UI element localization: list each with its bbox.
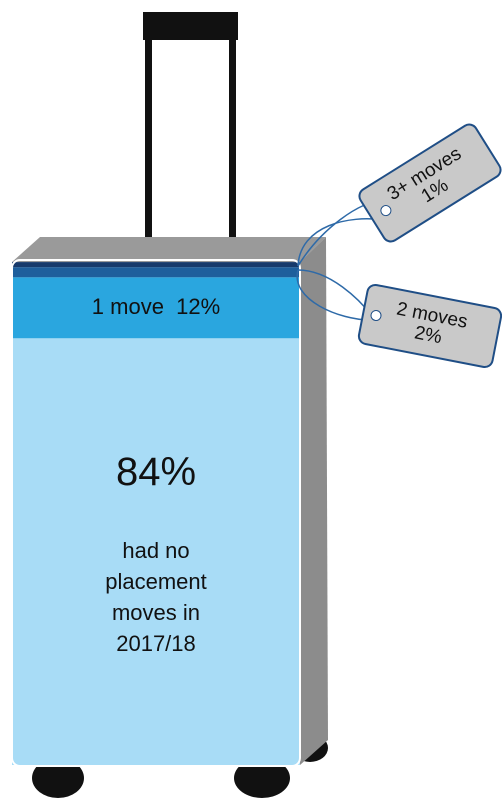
handle-grip (143, 12, 238, 40)
segment (12, 267, 300, 278)
segment (12, 277, 300, 339)
tag-hole (380, 205, 392, 217)
handle-pole (145, 40, 152, 240)
tag (357, 283, 502, 369)
suitcase-top (12, 237, 326, 262)
segment-name: 1 move (91, 294, 164, 319)
suitcase-side (300, 237, 328, 765)
tag-hole (370, 310, 382, 322)
wheel (234, 758, 290, 798)
tag-string (296, 269, 371, 321)
wheel (32, 758, 84, 798)
segment (12, 338, 300, 765)
handle-pole (229, 40, 236, 240)
segment-label: 1 move 12% (12, 294, 300, 320)
tag-body (357, 283, 502, 369)
value-label: 84% (115, 450, 197, 494)
tag (358, 123, 502, 243)
segment (12, 262, 300, 268)
segments (12, 262, 300, 765)
segment-name: had no placement moves in 2017/18 (105, 538, 207, 656)
value-label: 12% (176, 294, 221, 319)
suitcase-outline (11, 259, 301, 767)
tag-body (358, 123, 502, 243)
